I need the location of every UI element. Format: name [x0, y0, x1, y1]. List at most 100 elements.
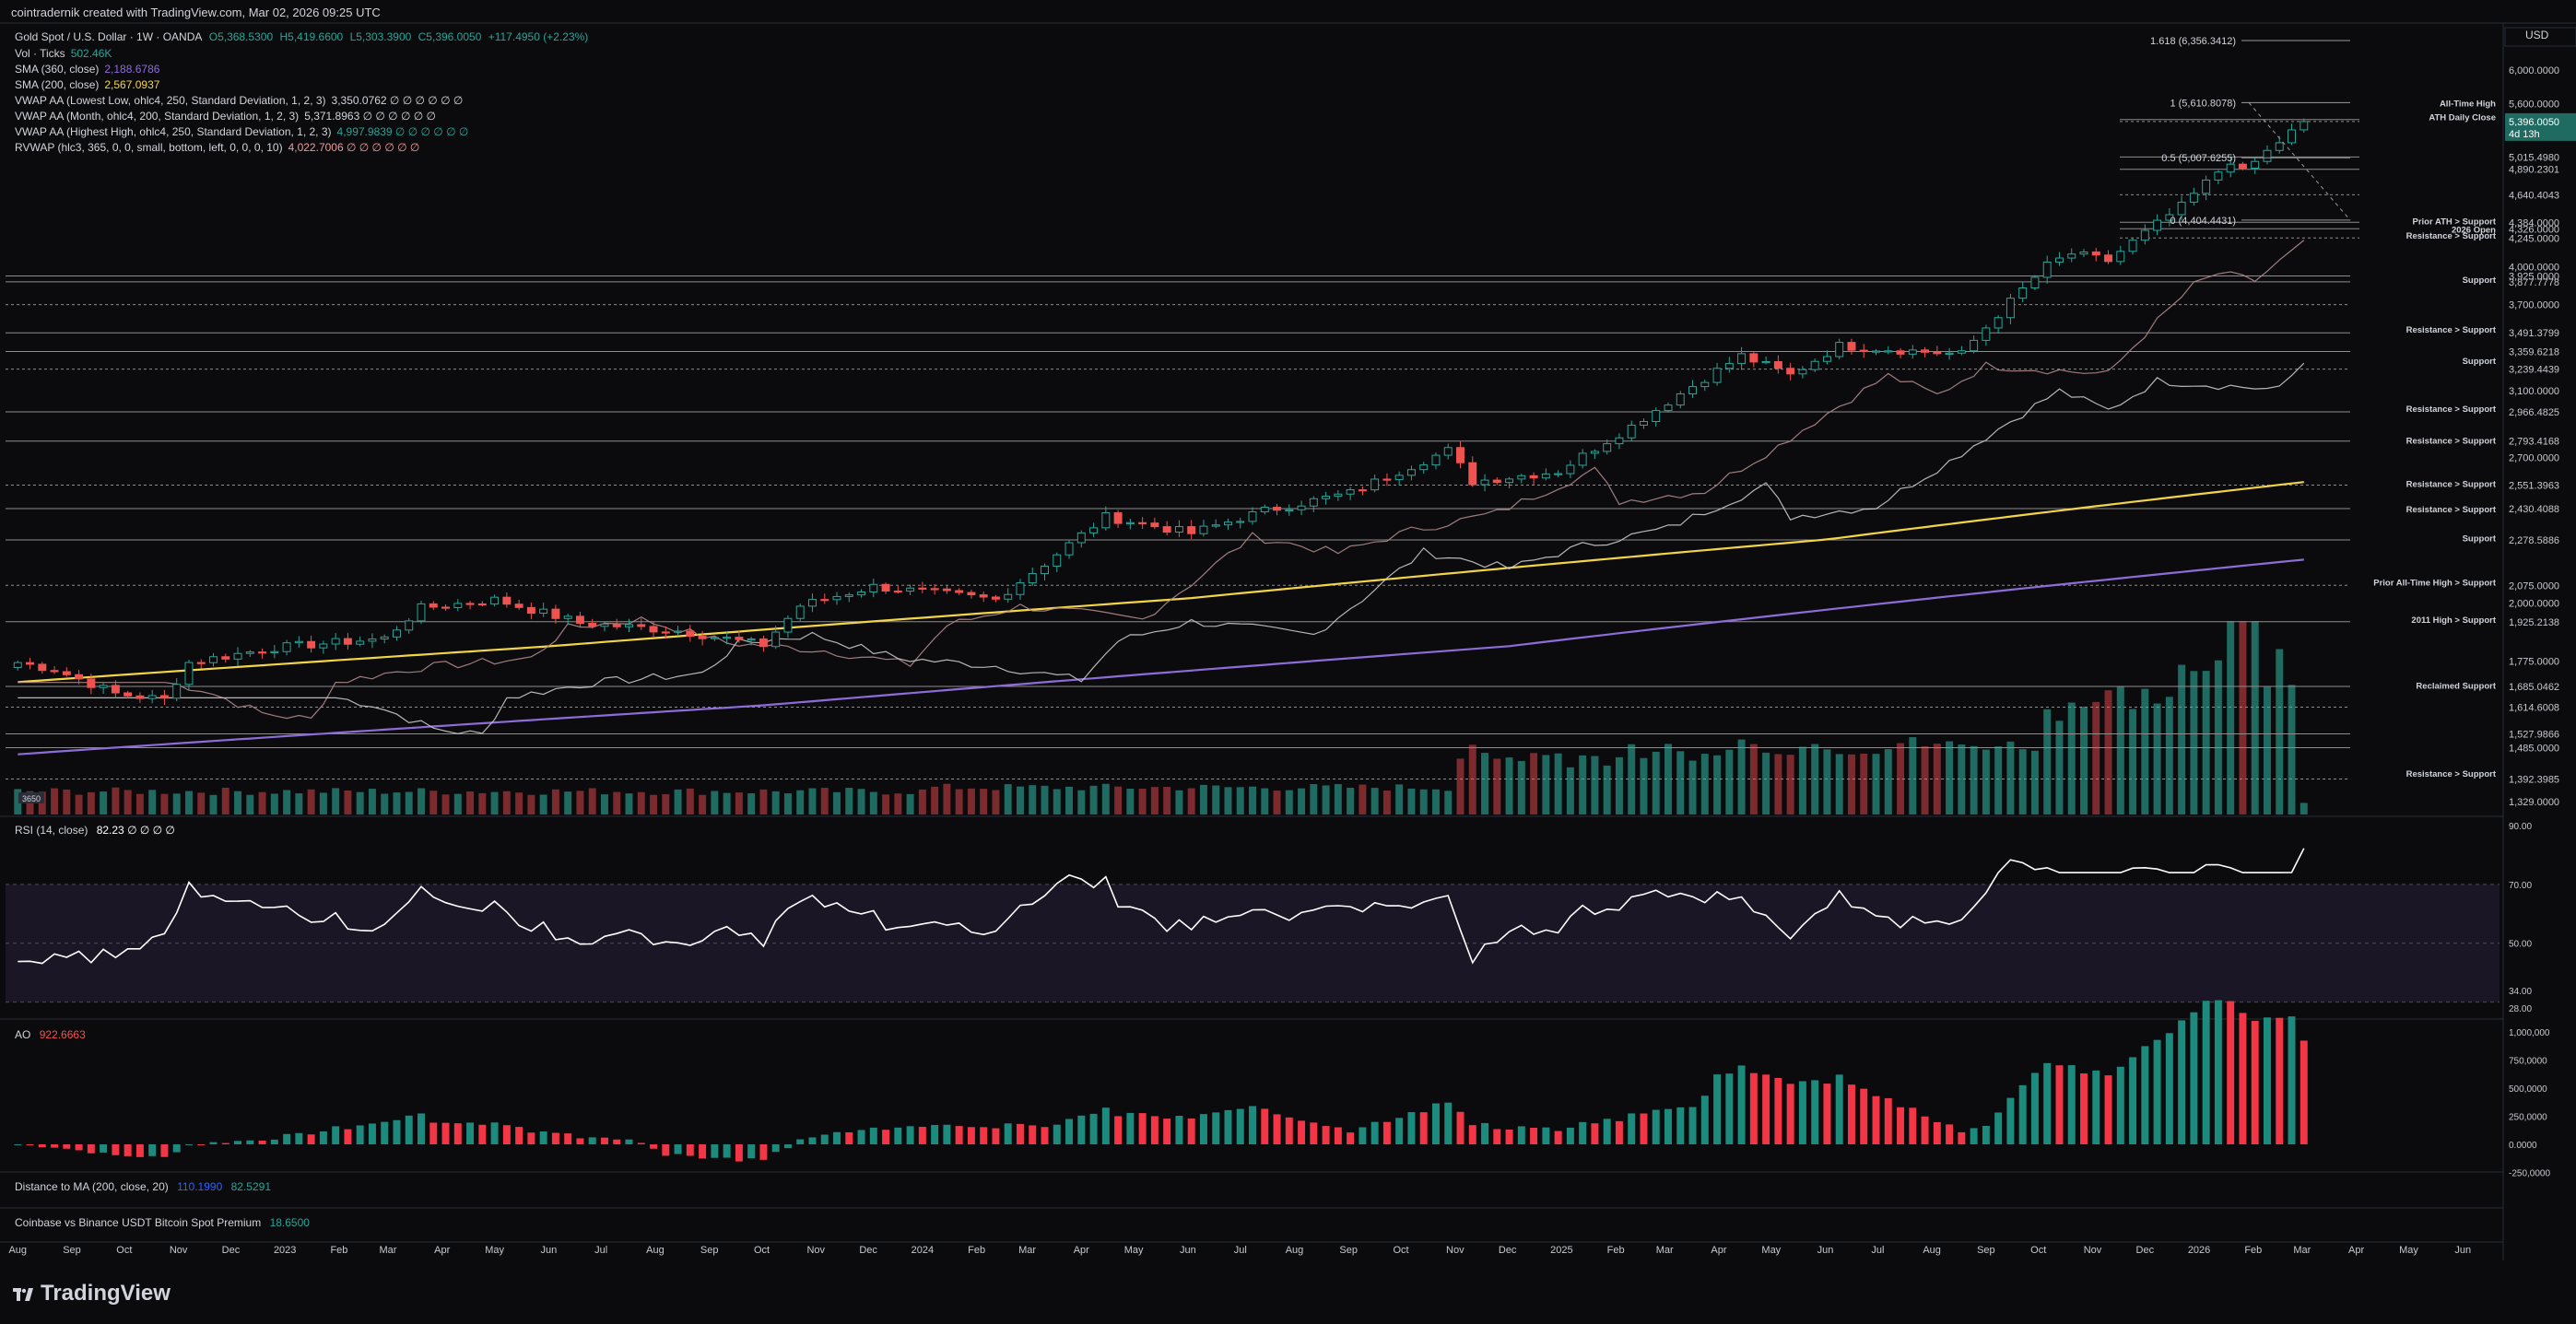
- candle-body: [1309, 498, 1318, 507]
- candle-body: [1639, 420, 1648, 426]
- ao-bar: [564, 1133, 572, 1144]
- ao-bar: [1798, 1081, 1806, 1144]
- candle-body: [282, 642, 291, 652]
- candle-body: [75, 674, 84, 680]
- ao-bar: [246, 1140, 254, 1144]
- ao-bar: [2202, 1001, 2210, 1144]
- candle-body: [1468, 462, 1477, 486]
- candle-body: [1896, 350, 1905, 355]
- level-label: 2026 Open: [2452, 225, 2496, 235]
- candle-body: [930, 588, 939, 591]
- indicator-label: RVWAP (hlc3, 365, 0, 0, small, bottom, l…: [15, 141, 283, 154]
- candle-body: [2251, 160, 2260, 170]
- ao-bar: [1493, 1129, 1501, 1144]
- indicator-row[interactable]: RVWAP (hlc3, 365, 0, 0, small, bottom, l…: [15, 141, 419, 154]
- candle-body: [87, 678, 96, 688]
- ao-bar: [2153, 1039, 2161, 1144]
- price-tick: 3,359.6218: [2509, 346, 2559, 357]
- ao-bar: [711, 1144, 719, 1158]
- candle-body: [575, 615, 584, 624]
- ao-bar: [576, 1138, 584, 1144]
- ao-bar: [980, 1127, 988, 1144]
- time-tick: Jul: [594, 1245, 607, 1256]
- symbol-legend[interactable]: Gold Spot / U.S. Dollar · 1W · OANDA O5,…: [15, 30, 592, 43]
- candle-body: [1578, 452, 1587, 466]
- price-tick: 1,329.0000: [2509, 797, 2559, 808]
- candle-body: [135, 695, 145, 699]
- volume-bar: [686, 788, 694, 814]
- candle-body: [735, 637, 744, 640]
- volume-bar: [295, 793, 303, 814]
- dist-title-row[interactable]: Distance to MA (200, close, 20) 110.1990…: [15, 1180, 271, 1193]
- candle-body: [1615, 437, 1624, 445]
- ao-bar: [453, 1123, 462, 1144]
- ao-bar: [2251, 1021, 2259, 1144]
- candle-body: [869, 583, 878, 592]
- volume-bar: [87, 791, 95, 814]
- volume-bar: [1737, 739, 1746, 814]
- candle-body: [1322, 496, 1331, 499]
- ao-bar: [1334, 1127, 1342, 1144]
- ao-bar: [2116, 1066, 2124, 1144]
- time-tick: 2023: [274, 1245, 296, 1256]
- tradingview-icon: [13, 1287, 33, 1301]
- price-tick: 4,245.0000: [2509, 233, 2559, 244]
- volume-bar: [1823, 749, 1831, 814]
- ao-bar: [1958, 1131, 1966, 1144]
- price-tick: 6,000.0000: [2509, 65, 2559, 76]
- candle-body: [1065, 542, 1074, 556]
- ao-bar: [1029, 1125, 1037, 1144]
- ao-title-row[interactable]: AO 922.6663: [15, 1028, 86, 1041]
- candle-body: [600, 623, 609, 627]
- indicator-row[interactable]: Vol · Ticks 502.46K: [15, 47, 112, 60]
- indicator-row[interactable]: VWAP AA (Highest High, ohlc4, 250, Stand…: [15, 125, 468, 138]
- cb-value: 18.6500: [269, 1216, 310, 1229]
- volume-bar: [1725, 749, 1734, 814]
- candle-body: [551, 608, 560, 619]
- ao-bar: [2239, 1013, 2247, 1144]
- level-label: Reclaimed Support: [2416, 681, 2496, 691]
- candle-body: [1688, 386, 1698, 394]
- volume-bar: [1419, 789, 1428, 814]
- ao-bar: [1554, 1131, 1562, 1144]
- indicator-row[interactable]: VWAP AA (Month, ohlc4, 200, Standard Dev…: [15, 110, 436, 123]
- volume-bar: [502, 791, 511, 814]
- rsi-title-row[interactable]: RSI (14, close) 82.23 ∅ ∅ ∅ ∅: [15, 824, 175, 837]
- candle-body: [1872, 350, 1880, 353]
- indicator-row[interactable]: VWAP AA (Lowest Low, ohlc4, 250, Standar…: [15, 94, 463, 107]
- candle-body: [526, 606, 535, 615]
- candle-body: [1737, 353, 1747, 365]
- rsi-title: RSI (14, close): [15, 824, 88, 837]
- candle-body: [2214, 171, 2223, 181]
- volume-bar: [1089, 785, 1098, 814]
- price-tag: 5,396.0050: [2509, 117, 2559, 128]
- volume-bar: [1786, 755, 1794, 814]
- indicator-row[interactable]: SMA (200, close) 2,567.0937: [15, 78, 159, 91]
- ao-bar: [87, 1144, 95, 1154]
- ao-bar: [283, 1133, 291, 1144]
- price-tick: 4,384.0000: [2509, 217, 2559, 228]
- candle-body: [563, 615, 572, 619]
- ao-bar: [2214, 1000, 2222, 1144]
- ao-bar: [1236, 1108, 1244, 1144]
- tradingview-logo[interactable]: TradingView: [13, 1281, 171, 1306]
- candle-body: [2238, 163, 2247, 170]
- volume-bar: [943, 783, 951, 814]
- candle-body: [1627, 424, 1636, 439]
- time-tick: Dec: [2136, 1245, 2155, 1256]
- candle-body: [2030, 276, 2040, 288]
- indicator-value: 5,371.8963 ∅ ∅ ∅ ∅ ∅ ∅: [304, 110, 436, 123]
- candle-body: [1138, 521, 1147, 524]
- ao-bar: [1823, 1084, 1831, 1144]
- ao-bar: [2043, 1062, 2052, 1144]
- indicator-row[interactable]: SMA (360, close) 2,188.6786: [15, 63, 159, 76]
- candle-body: [2263, 149, 2272, 162]
- volume-bar: [1909, 737, 1917, 814]
- candle-body: [1162, 526, 1171, 533]
- time-tick: Jul: [1234, 1245, 1247, 1256]
- candle-body: [1712, 368, 1722, 383]
- candle-body: [2067, 253, 2076, 259]
- cb-title-row[interactable]: Coinbase vs Binance USDT Bitcoin Spot Pr…: [15, 1216, 310, 1229]
- ao-bar: [1101, 1107, 1110, 1144]
